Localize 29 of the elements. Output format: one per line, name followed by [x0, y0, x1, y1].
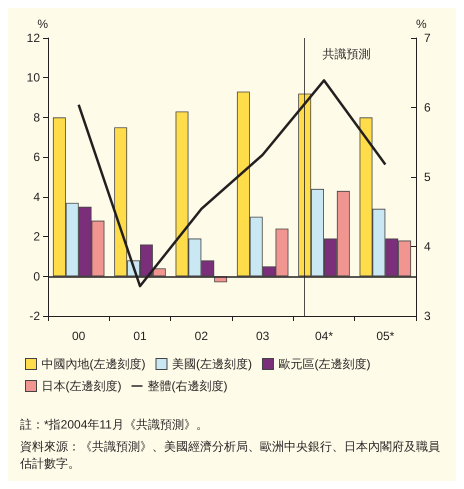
ref-line-label: 共識預測 [322, 47, 371, 61]
y2-tick-label: 7 [424, 31, 431, 45]
x-tick-label: 04* [314, 329, 334, 343]
y-tick-label: 6 [33, 150, 40, 164]
y2-tick-label: 3 [424, 309, 431, 323]
y2-tick-label: 4 [424, 240, 431, 254]
x-tick-label: 01 [133, 329, 147, 343]
x-tick-label: 02 [194, 329, 208, 343]
source-note: 資料來源：《共識預測》、美國經濟分析局、歐洲中央銀行、日本內閣府及職員估計數字。 [19, 440, 440, 470]
y-tick-label: 0 [33, 269, 40, 284]
y-tick-label: 4 [33, 190, 40, 204]
legend-label: 美國(左邊刻度) [172, 357, 252, 371]
y2-tick-label: 5 [424, 170, 431, 184]
x-tick-label: 05* [376, 329, 395, 343]
legend-label: 中國內地(左邊刻度) [42, 357, 146, 371]
x-tick-label: 03 [256, 329, 270, 343]
y2-axis-title: % [416, 17, 427, 31]
y-tick-label: -2 [29, 309, 40, 323]
y-tick-label: 8 [33, 110, 40, 124]
y-tick-label: 10 [26, 70, 40, 85]
x-tick-label: 00 [72, 329, 86, 343]
text: 註：*指2004年11月《共識預測》。 [20, 418, 208, 432]
legend-label: 歐元區(左邊刻度) [278, 357, 370, 371]
legend-label: 日本(左邊刻度) [42, 379, 122, 393]
y-axis-title: % [37, 17, 48, 31]
y-tick-label: 12 [26, 31, 40, 45]
y2-tick-label: 6 [424, 100, 431, 114]
legend-label: 整體(右邊刻度) [147, 379, 228, 393]
y-tick-label: 2 [33, 230, 40, 244]
